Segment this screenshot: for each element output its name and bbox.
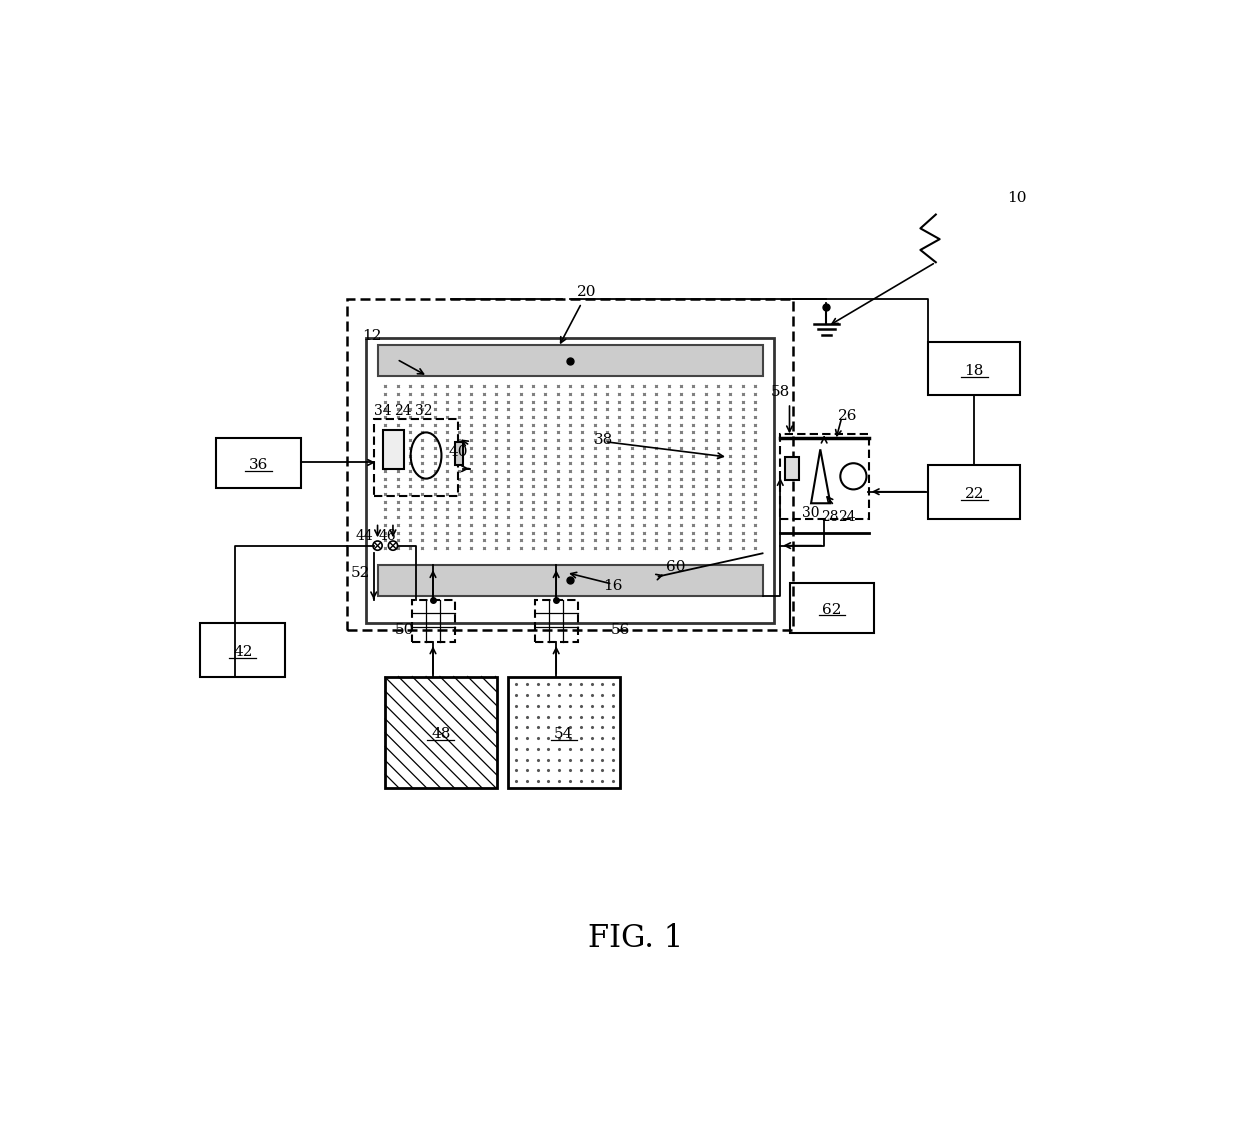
Bar bbox=[383, 430, 404, 469]
Text: 16: 16 bbox=[603, 579, 622, 592]
Text: 54: 54 bbox=[554, 728, 574, 741]
Text: 42: 42 bbox=[233, 645, 253, 659]
Bar bbox=[386, 676, 497, 788]
Text: 44: 44 bbox=[356, 529, 373, 543]
Text: 10: 10 bbox=[1007, 190, 1027, 205]
Text: 18: 18 bbox=[965, 363, 985, 378]
Text: 26: 26 bbox=[837, 409, 857, 423]
Text: 38: 38 bbox=[594, 433, 613, 447]
Bar bbox=[366, 338, 774, 622]
Bar bbox=[928, 465, 1021, 519]
Bar bbox=[928, 342, 1021, 395]
Text: 48: 48 bbox=[432, 728, 450, 741]
Text: 52: 52 bbox=[351, 566, 371, 580]
Bar bbox=[780, 434, 869, 519]
Text: 46: 46 bbox=[378, 529, 397, 543]
Text: 34: 34 bbox=[374, 403, 392, 418]
Text: 24: 24 bbox=[394, 403, 412, 418]
Text: 50: 50 bbox=[394, 623, 414, 637]
Text: 58: 58 bbox=[770, 385, 790, 399]
Text: 36: 36 bbox=[248, 457, 268, 472]
Bar bbox=[790, 582, 874, 633]
Bar bbox=[216, 438, 300, 488]
Text: 32: 32 bbox=[415, 403, 433, 418]
Bar bbox=[347, 299, 794, 630]
Text: 60: 60 bbox=[666, 560, 686, 574]
Text: 40: 40 bbox=[449, 445, 469, 458]
Bar bbox=[455, 441, 463, 465]
Bar bbox=[377, 345, 763, 376]
Text: 12: 12 bbox=[362, 329, 382, 343]
Text: 22: 22 bbox=[965, 487, 985, 501]
Bar bbox=[377, 565, 763, 596]
Bar bbox=[373, 418, 459, 495]
Text: FIG. 1: FIG. 1 bbox=[588, 923, 683, 953]
Text: 24: 24 bbox=[838, 510, 856, 524]
Text: 30: 30 bbox=[802, 507, 820, 520]
Bar bbox=[785, 457, 799, 480]
Bar bbox=[508, 676, 620, 788]
Bar bbox=[201, 622, 285, 676]
Text: 28: 28 bbox=[821, 510, 838, 524]
Bar bbox=[536, 599, 578, 642]
Text: 20: 20 bbox=[577, 284, 596, 298]
Bar bbox=[412, 599, 455, 642]
Text: 62: 62 bbox=[822, 603, 842, 617]
Text: 56: 56 bbox=[610, 623, 630, 637]
